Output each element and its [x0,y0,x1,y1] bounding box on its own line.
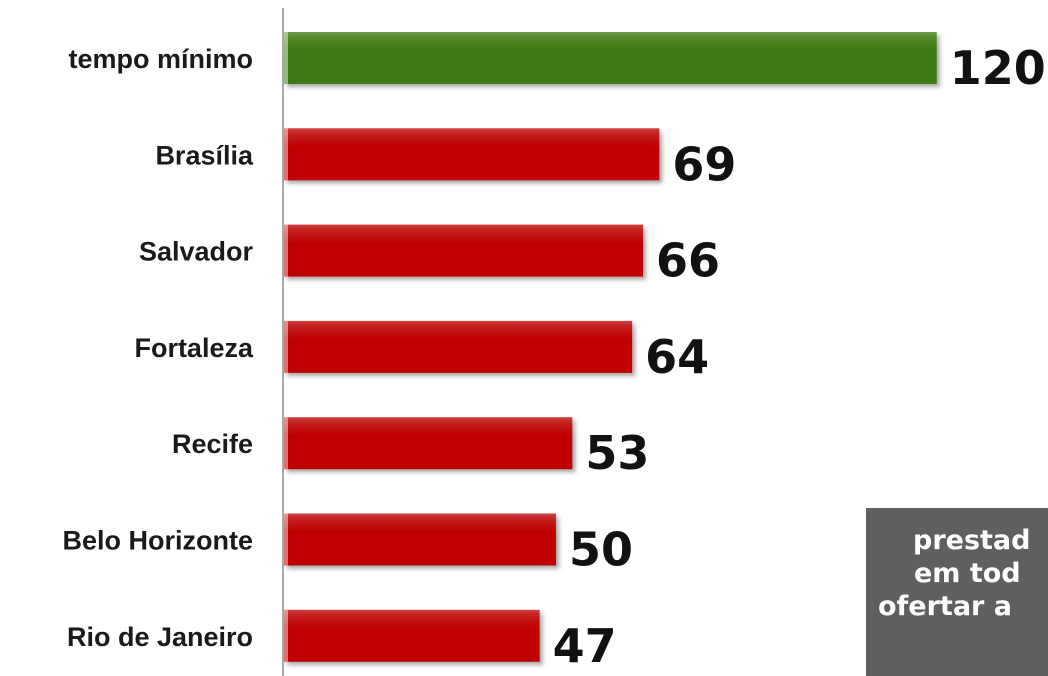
category-label: Belo Horizonte [62,526,253,556]
value-label: 120 [950,41,1046,95]
bar-1 [284,128,660,181]
note-line-1: prestad [913,525,1031,556]
bar-3 [284,320,633,373]
bar-6 [284,609,540,662]
bar-4 [284,417,573,470]
category-label: Fortaleza [134,333,254,363]
bar-highlight-3 [284,320,288,373]
note-box: prestad em tod ofertar a [866,508,1048,676]
bar-0 [284,32,937,84]
bar-2 [284,224,644,277]
category-label: Recife [172,429,253,459]
bar-highlight-4 [284,417,288,470]
bar-highlight-5 [284,513,288,566]
category-label: Rio de Janeiro [67,622,253,652]
value-label: 69 [672,137,736,191]
bar-5 [284,513,556,566]
note-line-3: ofertar a [878,591,1012,622]
value-label: 47 [553,619,617,673]
value-label: 50 [569,523,633,577]
bar-highlight-6 [284,609,288,662]
bar-highlight-0 [284,32,288,84]
value-label: 64 [645,330,709,384]
bar-highlight-2 [284,224,288,277]
note-line-2: em tod [914,558,1021,589]
value-label: 53 [585,426,649,480]
value-label: 66 [656,234,720,288]
category-label: Brasília [155,140,254,170]
category-label: Salvador [139,237,254,267]
bar-highlight-1 [284,128,288,181]
category-label: tempo mínimo [68,44,253,74]
